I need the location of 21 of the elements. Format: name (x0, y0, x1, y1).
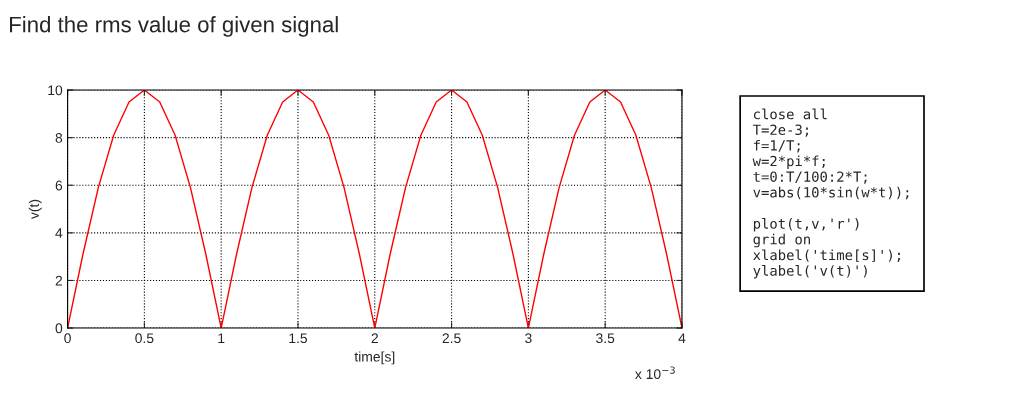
chart-title: Find the rms value of given signal (10, 16, 338, 37)
x-tick-label: 3.5 (596, 333, 615, 344)
x-axis-title: time[s] (354, 351, 395, 365)
x-tick-label: 3 (525, 333, 532, 344)
y-axis-title: v(t) (28, 199, 42, 220)
x-tick-label: 4 (678, 333, 686, 343)
x-tick-label: 2.5 (442, 333, 461, 344)
y-tick-label: 6 (55, 180, 63, 191)
y-tick-label: 10 (48, 85, 63, 96)
y-tick-label: 8 (55, 132, 63, 143)
x-tick-label: 1.5 (289, 333, 308, 344)
text: x 10$^{−3}$ (635, 366, 675, 380)
x-tick-label: 1 (218, 333, 225, 343)
y-tick-label: 0 (55, 323, 63, 334)
x-tick-label: 0.5 (135, 333, 154, 344)
text: close all T=2e-3; f=1/T; w=2*pi*f; t=0:T/100:2*T; v=abs(10*sin(w*t)); plot(t,v,'r') grid on xlabel('time[s]'); ylabel('v(t)') (752, 108, 909, 279)
y-tick-label: 4 (55, 228, 63, 238)
x-tick-label: 2 (371, 333, 378, 343)
line-series (67, 90, 682, 329)
x-tick-label: 0 (64, 333, 71, 344)
y-tick-label: 2 (55, 275, 63, 286)
